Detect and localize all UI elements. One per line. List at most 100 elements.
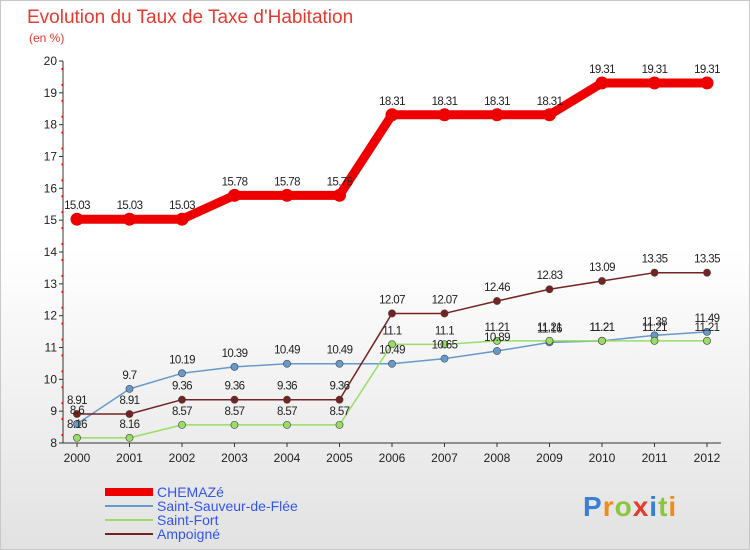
data-label: 18.31 <box>432 96 458 108</box>
data-label: 11.21 <box>537 322 562 334</box>
data-label: 15.03 <box>169 200 195 212</box>
y-tick-label: 11 <box>45 341 58 355</box>
y-tick-label: 10 <box>44 372 58 386</box>
y-minor-tick <box>61 131 64 134</box>
legend-item: CHEMAZé <box>105 484 224 500</box>
y-minor-tick <box>61 147 64 150</box>
x-tick-label: 2007 <box>431 451 458 465</box>
data-label: 11.21 <box>590 322 615 334</box>
data-point-0 <box>595 76 609 90</box>
data-point-2 <box>73 434 81 442</box>
data-label: 18.31 <box>484 96 510 108</box>
x-tick-label: 2008 <box>484 451 511 465</box>
data-point-2 <box>703 336 711 345</box>
data-label: 11.21 <box>695 322 720 334</box>
data-point-3 <box>440 309 449 318</box>
data-point-3 <box>73 410 81 418</box>
y-minor-tick <box>61 67 64 70</box>
x-tick-label: 2011 <box>642 451 668 465</box>
y-minor-tick <box>61 115 64 118</box>
data-point-2 <box>178 420 186 429</box>
data-point-1 <box>178 369 186 378</box>
y-tick-label: 12 <box>44 309 58 323</box>
legend-label: Ampoigné <box>157 526 221 542</box>
data-label: 13.35 <box>642 254 668 266</box>
data-point-1 <box>283 359 291 368</box>
data-point-0 <box>490 108 504 122</box>
legend-swatch <box>105 505 153 507</box>
data-label: 8.57 <box>277 406 297 418</box>
data-point-2 <box>493 336 501 345</box>
data-label: 15.78 <box>274 176 300 188</box>
legend-swatch <box>105 488 153 496</box>
data-label: 8.57 <box>172 406 192 418</box>
data-point-1 <box>703 328 711 336</box>
logo-letter: i <box>649 491 659 522</box>
y-tick-label: 20 <box>44 54 58 68</box>
y-minor-tick <box>61 258 64 261</box>
data-label: 19.31 <box>642 64 668 76</box>
data-label: 8.57 <box>330 406 350 418</box>
x-tick-label: 2009 <box>536 451 563 465</box>
logo-letter: i <box>668 491 678 522</box>
y-minor-tick <box>61 434 64 437</box>
legend-label: Saint-Sauveur-de-Flée <box>157 498 298 514</box>
data-label: 11.1 <box>435 325 454 337</box>
data-point-3 <box>230 395 239 404</box>
y-minor-tick <box>61 402 64 405</box>
data-point-1 <box>230 363 239 371</box>
legend-swatch <box>105 533 153 535</box>
data-label: 15.78 <box>222 176 248 188</box>
data-label: 8.16 <box>120 419 140 431</box>
y-minor-tick <box>61 227 64 230</box>
legend-label: CHEMAZé <box>157 484 224 500</box>
data-label: 11.49 <box>695 313 720 325</box>
data-label: 9.36 <box>330 381 350 393</box>
data-point-3 <box>703 268 711 277</box>
data-label: 10.89 <box>484 332 510 344</box>
legend-item: Saint-Fort <box>105 512 218 528</box>
data-point-3 <box>178 395 186 404</box>
data-label: 19.31 <box>589 64 615 76</box>
y-tick-label: 14 <box>44 245 58 259</box>
x-tick-label: 2001 <box>116 451 143 465</box>
logo-letter: o <box>614 491 633 522</box>
data-label: 12.07 <box>379 294 405 306</box>
data-label: 11.21 <box>642 322 667 334</box>
y-minor-tick <box>61 211 64 214</box>
data-label: 12.46 <box>484 282 510 294</box>
data-label: 12.07 <box>432 294 458 306</box>
y-minor-tick <box>61 274 64 277</box>
y-minor-tick <box>61 338 64 341</box>
y-minor-tick <box>61 322 64 325</box>
y-minor-tick <box>61 290 64 293</box>
y-minor-tick <box>61 354 64 357</box>
legend-swatch <box>105 519 153 521</box>
data-label: 8.16 <box>67 419 87 431</box>
data-point-2 <box>335 420 344 429</box>
data-point-2 <box>440 340 449 349</box>
data-label: 12.83 <box>537 270 563 282</box>
x-tick-label: 2006 <box>379 451 406 465</box>
y-tick-label: 15 <box>44 213 58 227</box>
data-point-2 <box>388 340 396 349</box>
data-label: 15.03 <box>64 200 90 212</box>
data-label: 9.36 <box>172 381 192 393</box>
data-label: 18.31 <box>379 96 405 108</box>
y-minor-tick <box>61 195 64 198</box>
data-point-3 <box>650 268 659 277</box>
data-point-3 <box>335 395 344 404</box>
y-tick-label: 9 <box>50 404 57 418</box>
data-label: 19.31 <box>694 64 720 76</box>
data-label: 10.65 <box>432 340 458 352</box>
data-label: 11.21 <box>590 322 615 334</box>
y-tick-label: 17 <box>44 150 58 164</box>
data-label: 8.91 <box>120 395 140 407</box>
data-point-0 <box>123 212 136 226</box>
data-point-1 <box>493 347 501 355</box>
x-tick-label: 2003 <box>221 451 248 465</box>
data-point-3 <box>125 410 134 418</box>
data-label: 13.09 <box>589 262 615 274</box>
